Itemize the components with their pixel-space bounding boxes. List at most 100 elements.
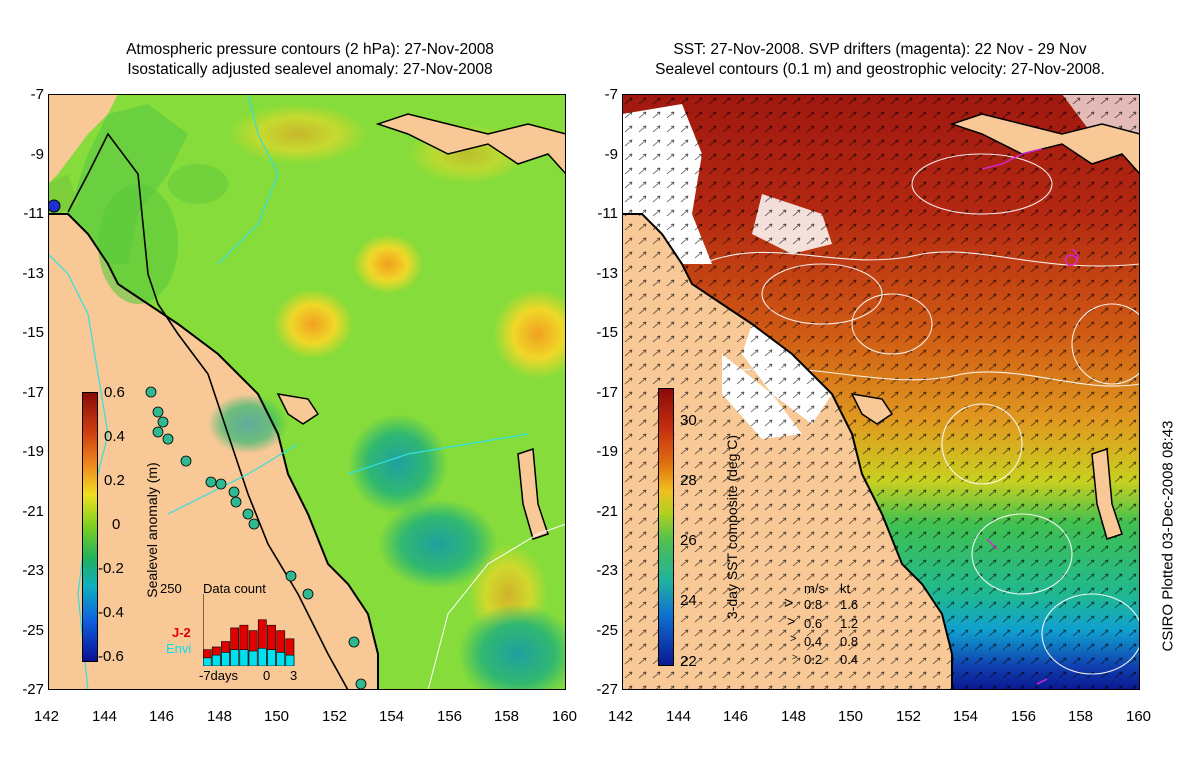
data-count-bar-envi bbox=[230, 649, 240, 666]
right-cb-tick: 30 bbox=[680, 412, 697, 429]
data-count-bar-j2 bbox=[267, 624, 276, 666]
right-cb-tick: 28 bbox=[680, 472, 697, 489]
left-lat-tick: -13 bbox=[22, 265, 44, 282]
data-count-bar-j2 bbox=[285, 638, 295, 666]
left-lat-tick: -19 bbox=[22, 443, 44, 460]
right-lat-tick: -23 bbox=[596, 562, 618, 579]
right-lon-tick: 148 bbox=[781, 708, 807, 725]
right-lat-tick: -25 bbox=[596, 622, 618, 639]
left-lat-axis: -7 -9 -11 -13 -15 -17 -19 -21 -23 -25 -2… bbox=[0, 86, 44, 706]
velocity-arrow-icon: > bbox=[784, 595, 794, 612]
left-cb-tick: 0.4 bbox=[104, 428, 125, 445]
left-lat-tick: -23 bbox=[22, 562, 44, 579]
right-lon-tick: 146 bbox=[723, 708, 749, 725]
data-count-bar-envi bbox=[248, 650, 258, 666]
right-lon-tick: 152 bbox=[896, 708, 922, 725]
left-lat-tick: -15 bbox=[22, 324, 44, 341]
right-lat-tick: -9 bbox=[604, 146, 618, 163]
left-cb-tick: -0.4 bbox=[98, 604, 124, 621]
left-colorbar bbox=[82, 392, 98, 662]
left-cb-tick: -0.2 bbox=[98, 560, 124, 577]
right-lat-tick: -13 bbox=[596, 265, 618, 282]
velocity-legend-kt: 1.2 bbox=[840, 616, 859, 631]
data-count-bar-j2 bbox=[276, 630, 286, 666]
left-lon-tick: 160 bbox=[552, 708, 578, 725]
data-count-bar-envi bbox=[285, 654, 295, 666]
right-lat-tick: -27 bbox=[596, 681, 618, 698]
data-count-bar-envi bbox=[239, 649, 249, 666]
data-count-title: Data count bbox=[203, 581, 266, 596]
data-count-legend-j2: J-2 bbox=[172, 625, 191, 640]
left-lat-tick: -17 bbox=[22, 384, 44, 401]
left-cb-tick: 0.2 bbox=[104, 472, 125, 489]
data-count-xlabel-zero: 0 bbox=[263, 668, 271, 683]
data-count-bar-envi bbox=[211, 654, 221, 666]
right-lat-tick: -11 bbox=[597, 205, 618, 222]
left-lon-tick: 152 bbox=[322, 708, 348, 725]
left-cb-tick: -0.6 bbox=[98, 648, 124, 665]
left-lat-tick: -27 bbox=[22, 681, 44, 698]
velocity-legend-ms: 0.4 bbox=[804, 634, 823, 649]
right-cb-tick: 26 bbox=[680, 532, 697, 549]
right-lat-tick: -21 bbox=[596, 503, 618, 520]
velocity-legend-kt: 0.8 bbox=[840, 634, 859, 649]
velocity-arrow-icon: > bbox=[792, 652, 798, 662]
left-lon-tick: 158 bbox=[494, 708, 520, 725]
right-colorbar-label: 3-day SST composite (deg C) bbox=[724, 434, 740, 620]
data-count-xlabel-end: 3 bbox=[290, 668, 298, 683]
velocity-arrow-icon: > bbox=[787, 613, 796, 629]
data-count-bar-envi bbox=[276, 652, 286, 666]
left-map bbox=[48, 94, 566, 690]
credit-text: CSIRO Plotted 03-Dec-2008 08:43 bbox=[1159, 420, 1177, 652]
right-lat-tick: -19 bbox=[596, 443, 618, 460]
velocity-legend-ms: 0.2 bbox=[804, 652, 823, 667]
right-lon-tick: 154 bbox=[953, 708, 979, 725]
data-count-legend-envi: Envi bbox=[166, 641, 192, 656]
right-lat-tick: -15 bbox=[596, 324, 618, 341]
velocity-legend-ms: 0.6 bbox=[804, 616, 823, 631]
right-colorbar bbox=[658, 388, 674, 666]
left-lat-tick: -9 bbox=[30, 146, 44, 163]
left-lon-tick: 154 bbox=[379, 708, 405, 725]
data-count-bar-envi bbox=[221, 652, 230, 666]
data-count-xlabel-start: -7days bbox=[199, 668, 239, 683]
data-count-bar-j2 bbox=[230, 627, 240, 666]
left-lat-tick: -7 bbox=[30, 86, 44, 103]
left-title-line2: Isostatically adjusted sealevel anomaly:… bbox=[127, 61, 493, 78]
velocity-legend: m/s kt > 0.8 1.6 > 0.6 1.2 > 0.4 0.8 > 0… bbox=[784, 581, 884, 671]
data-count-bar-j2 bbox=[257, 619, 267, 666]
right-lat-tick: -17 bbox=[596, 384, 618, 401]
left-lon-tick: 144 bbox=[92, 708, 118, 725]
velocity-legend-header-kt: kt bbox=[840, 581, 851, 596]
right-lat-axis: -7 -9 -11 -13 -15 -17 -19 -21 -23 -25 -2… bbox=[574, 86, 618, 706]
velocity-legend-header-ms: m/s bbox=[804, 581, 825, 596]
right-lon-tick: 156 bbox=[1011, 708, 1037, 725]
left-lon-tick: 148 bbox=[207, 708, 233, 725]
right-title-line2: Sealevel contours (0.1 m) and geostrophi… bbox=[655, 61, 1105, 78]
left-colorbar-ticks: 0.6 0.4 0.2 0 -0.2 -0.4 -0.6 bbox=[98, 384, 144, 674]
left-lon-tick: 150 bbox=[264, 708, 290, 725]
right-lon-axis: 142 144 146 148 150 152 154 156 158 160 bbox=[608, 708, 1162, 728]
right-title-line1: SST: 27-Nov-2008. SVP drifters (magenta)… bbox=[673, 41, 1087, 58]
velocity-legend-kt: 1.6 bbox=[840, 597, 859, 612]
left-lon-axis: 142 144 146 148 150 152 154 156 158 160 bbox=[34, 708, 577, 728]
data-count-bar-j2 bbox=[248, 630, 258, 666]
right-colorbar-ticks: 30 28 26 24 22 bbox=[680, 412, 710, 672]
right-map bbox=[622, 94, 1140, 690]
left-colorbar-label: Sealevel anomaly (m) bbox=[144, 462, 160, 598]
data-count-chart bbox=[203, 594, 295, 666]
data-count-ymax: 250 bbox=[160, 581, 182, 596]
right-cb-tick: 22 bbox=[680, 653, 697, 670]
right-lon-tick: 144 bbox=[666, 708, 692, 725]
data-count-bar-j2 bbox=[239, 624, 249, 666]
left-lon-tick: 142 bbox=[34, 708, 60, 725]
data-count-bar-envi bbox=[257, 648, 267, 666]
left-lat-tick: -21 bbox=[22, 503, 44, 520]
left-lon-tick: 146 bbox=[149, 708, 175, 725]
velocity-legend-ms: 0.8 bbox=[804, 597, 823, 612]
right-lon-tick: 142 bbox=[608, 708, 634, 725]
left-lat-tick: -11 bbox=[23, 205, 44, 222]
left-lat-tick: -25 bbox=[22, 622, 44, 639]
data-count-bar-envi bbox=[203, 657, 212, 666]
left-lon-tick: 156 bbox=[437, 708, 463, 725]
